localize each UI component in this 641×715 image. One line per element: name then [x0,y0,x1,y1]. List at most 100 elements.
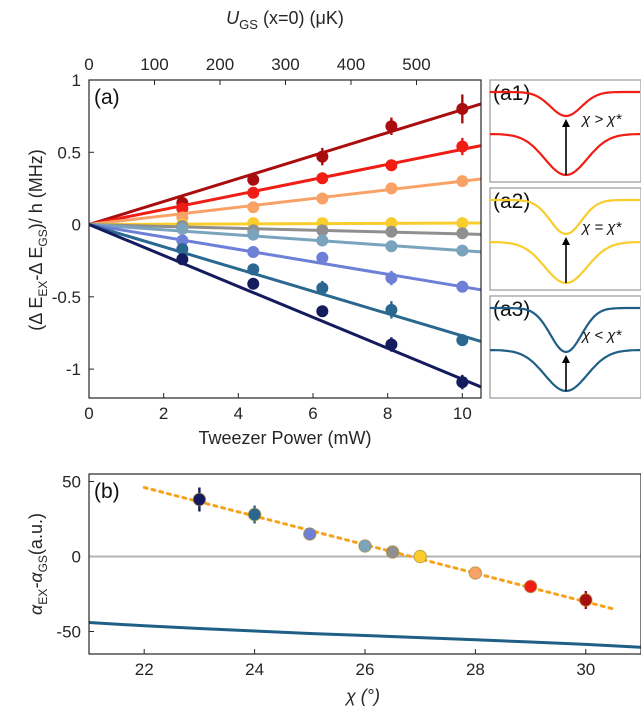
data-point [247,277,260,290]
y-tick-label: 0.5 [57,143,81,162]
y-tick-label: -50 [56,623,81,642]
data-point [456,102,469,115]
fit-line-series-7 [88,223,482,343]
top-tick-label: 500 [402,55,430,74]
data-point [385,159,398,172]
arrow-head [562,355,570,363]
data-point [247,173,260,186]
data-point [385,303,398,316]
data-point [316,172,329,185]
inset-label: (a1) [493,82,530,105]
data-point [456,175,469,188]
x-tick-label: 0 [84,404,93,423]
data-point [176,202,189,215]
x-tick-label: 28 [466,660,485,679]
data-point [247,228,260,241]
x-tick-label: 10 [453,404,472,423]
top-tick-label: 300 [271,55,299,74]
top-tick-label: 200 [206,55,234,74]
top-tick-label: 100 [140,55,168,74]
fit-line-series-8 [88,223,482,389]
panel-b-marks: 22 24 26 28 30 50 0 -50 [56,473,641,679]
inset-condition: χ > χ* [580,111,622,128]
top-tick-label: 0 [84,55,93,74]
panel-a-x-axis-label: Tweezer Power (mW) [198,428,371,448]
data-point [316,234,329,247]
top-tick-label: 400 [337,55,365,74]
panel-b-y-axis-label: αEX-αGS(a.u.) [26,513,50,615]
data-point [413,549,427,564]
excited-state-potential [490,198,640,236]
data-point [385,545,400,559]
y-tick-label: 50 [62,473,81,492]
data-point [385,240,398,253]
ylabel-b-alpha1: α [26,604,46,615]
data-point [176,222,189,235]
panel-a-frame [88,79,482,399]
y-tick-label: 0 [72,548,81,567]
x-tick-label: 2 [159,404,168,423]
x-tick-label: 22 [135,660,154,679]
excited-state-potential [490,306,640,354]
data-point [316,251,329,264]
data-point [456,217,469,230]
y-tick-label: -1 [66,360,81,379]
top-axis-symbol: U [226,8,240,28]
data-point [358,539,372,553]
excited-state-potential [490,90,640,118]
data-point [316,305,329,318]
y-tick-label: -0.5 [52,288,81,307]
ground-state-potential [490,133,640,177]
panel-b-label: (b) [94,480,120,503]
panel-b-x-axis-label: χ (°) [344,686,380,706]
fit-line-series-2 [88,177,482,227]
fit-line-series-1 [88,144,482,227]
data-point [385,217,398,230]
ylabel-b-alpha2: -α [26,572,46,589]
inset-label: (a2) [493,190,530,213]
data-point [247,186,260,199]
data-point [316,282,329,295]
x-tick-label: 26 [356,660,375,679]
x-tick-label: 4 [234,404,243,423]
y-tick-label: 0 [72,216,81,235]
inset-label: (a3) [493,298,530,321]
ylabel-b-sub1: EX [36,589,50,605]
data-point [523,579,538,594]
data-point [456,334,469,347]
inset-frame [489,295,641,399]
data-point [468,566,483,580]
ylabel-b-sub2: GS [36,555,50,572]
data-point [456,280,469,293]
x-tick-label: 24 [245,660,264,679]
inset-frame [489,79,641,183]
panel-a-top-axis-label: UGS (x=0) (μK) [226,8,344,32]
data-point [247,246,260,259]
arrow-head [562,119,570,127]
inset-frame [489,187,641,291]
data-point [456,140,469,153]
data-point [385,182,398,195]
ylabel-a-part1: (Δ E [26,297,46,331]
data-point [247,201,260,214]
data-point [247,507,262,522]
ylabel-a-sub2: GS [36,229,50,246]
ylabel-a-sub1: EX [36,281,50,297]
data-point [385,272,398,285]
fit-line-series-0 [88,102,482,226]
x-tick-label: 8 [383,404,392,423]
data-point [176,243,189,256]
data-point [456,376,469,389]
data-point [385,225,398,238]
panel-a-y-axis-label: (Δ EEX-Δ EGS)/ h (MHz) [26,149,50,330]
top-axis-subscript: GS [239,17,258,32]
ylabel-a-part2: -Δ E [26,247,46,281]
top-axis-suffix: (x=0) (μK) [258,8,344,28]
data-point [316,150,329,163]
data-point [456,227,469,240]
y-tick-label: 1 [72,71,81,90]
panel-b-frame [88,473,641,655]
